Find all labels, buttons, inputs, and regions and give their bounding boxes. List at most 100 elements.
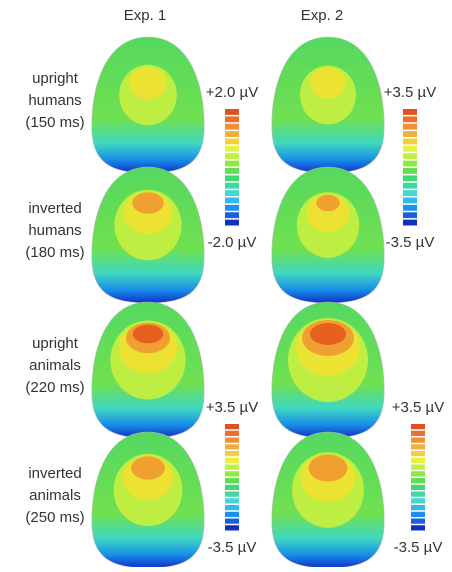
scale-step <box>411 518 425 524</box>
row-label: upright <box>32 335 79 352</box>
row-label: inverted <box>28 200 81 217</box>
row-label: (150 ms) <box>25 114 84 131</box>
scale-step <box>403 168 417 174</box>
row-label: animals <box>29 357 81 374</box>
scalp-zone <box>129 66 167 100</box>
scalp-map <box>91 302 205 438</box>
scale-max: +3.5 µV <box>392 399 444 416</box>
scalp-zone <box>316 194 340 212</box>
scale-step <box>411 511 425 517</box>
row-label: upright <box>32 70 79 87</box>
scalp-zone <box>308 454 348 482</box>
scale-step <box>225 190 239 196</box>
scalp-map <box>271 432 385 568</box>
scale-step <box>225 197 239 204</box>
scale-step <box>403 153 417 160</box>
scale-step <box>411 464 425 470</box>
scale-step <box>225 168 239 174</box>
scale-step <box>411 491 425 497</box>
scale-min: -3.5 µV <box>394 539 443 556</box>
scale-min: -3.5 µV <box>208 539 257 556</box>
scale-step <box>225 478 239 484</box>
scale-min: -2.0 µV <box>208 234 257 251</box>
column-header: Exp. 2 <box>301 7 344 24</box>
scale-step <box>403 204 417 211</box>
scale-step <box>225 109 239 115</box>
scalp-map <box>91 167 205 303</box>
scalp-zone <box>132 192 164 214</box>
scale-step <box>403 190 417 196</box>
scale-step <box>225 511 239 517</box>
scale-step <box>403 131 417 137</box>
scale-step <box>225 131 239 137</box>
scale-step <box>225 138 239 145</box>
scale-step <box>225 430 239 436</box>
row-label: humans <box>28 222 81 239</box>
row-label: animals <box>29 487 81 504</box>
scale-step <box>225 424 239 430</box>
scale-step <box>225 518 239 524</box>
scale-step <box>225 182 239 189</box>
scale-step <box>403 145 417 152</box>
scale-step <box>411 457 425 463</box>
scale-step <box>403 138 417 145</box>
scalp-map <box>271 167 385 303</box>
scale-step <box>225 505 239 511</box>
row-label: humans <box>28 92 81 109</box>
scalp-zone <box>131 456 165 480</box>
scale-step <box>411 484 425 490</box>
scale-step <box>225 437 239 443</box>
scale-step <box>411 424 425 430</box>
scale-step <box>411 451 425 457</box>
scale-step <box>225 451 239 457</box>
scale-step <box>403 212 417 219</box>
scalp-zone <box>132 324 164 344</box>
scale-step <box>403 160 417 167</box>
scale-step <box>411 478 425 484</box>
row-label: inverted <box>28 465 81 482</box>
scale-step <box>225 160 239 167</box>
scale-step <box>411 430 425 436</box>
scale-step <box>411 498 425 504</box>
scale-step <box>411 525 425 531</box>
scale-step <box>225 219 239 226</box>
scale-step <box>225 123 239 130</box>
scale-step <box>403 182 417 189</box>
scale-step <box>225 498 239 504</box>
scalp-map <box>91 37 205 173</box>
scale-step <box>225 457 239 463</box>
scale-step <box>225 204 239 211</box>
scale-step <box>225 464 239 470</box>
scale-max: +2.0 µV <box>206 84 258 101</box>
scalp-map <box>271 37 385 173</box>
scale-max: +3.5 µV <box>206 399 258 416</box>
scale-step <box>403 123 417 130</box>
scale-step <box>225 491 239 497</box>
scale-step <box>225 484 239 490</box>
scale-step <box>403 175 417 182</box>
scale-step <box>411 437 425 443</box>
row-label: (180 ms) <box>25 244 84 261</box>
scale-step <box>225 153 239 160</box>
scale-step <box>403 109 417 115</box>
row-label: (220 ms) <box>25 379 84 396</box>
scalp-zone <box>310 323 346 345</box>
scale-step <box>403 219 417 226</box>
scale-step <box>225 116 239 123</box>
column-header: Exp. 1 <box>124 7 167 24</box>
scalp-map <box>271 302 385 438</box>
scale-step <box>225 525 239 531</box>
scalp-zone <box>310 67 346 99</box>
scalp-map <box>91 432 205 568</box>
scale-step <box>225 145 239 152</box>
scale-step <box>225 471 239 477</box>
scale-step <box>411 471 425 477</box>
scale-step <box>403 197 417 204</box>
scale-step <box>411 444 425 450</box>
scale-min: -3.5 µV <box>386 234 435 251</box>
scale-step <box>225 212 239 219</box>
scale-max: +3.5 µV <box>384 84 436 101</box>
scale-step <box>403 116 417 123</box>
scale-step <box>225 175 239 182</box>
